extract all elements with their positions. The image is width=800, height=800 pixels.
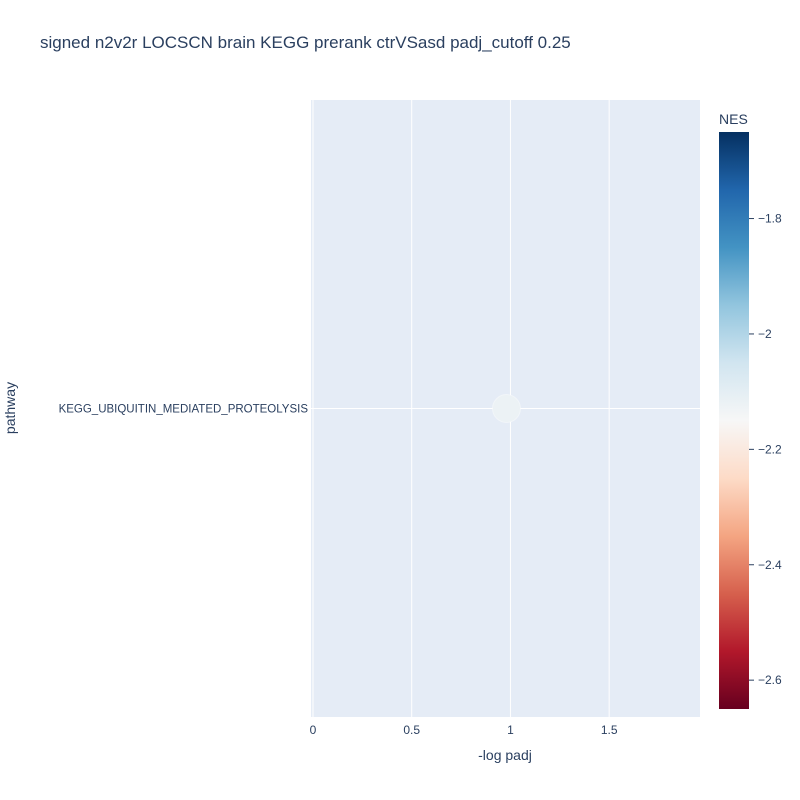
x-tick-label: 1.5 — [601, 723, 618, 737]
y-tick-labels: KEGG_UBIQUITIN_MEDIATED_PROTEOLYSIS — [59, 404, 309, 416]
colorbar: NES −1.8 −2 −2.2 −2.4 −2.6 — [719, 111, 782, 709]
chart-title: signed n2v2r LOCSCN brain KEGG prerank c… — [40, 33, 571, 52]
colorbar-tick-label: −2.6 — [758, 673, 782, 687]
colorbar-ticks: −1.8 −2 −2.2 −2.4 −2.6 — [749, 212, 782, 687]
colorbar-title: NES — [719, 111, 748, 127]
colorbar-tick-label: −1.8 — [758, 212, 782, 226]
y-axis-label: pathway — [2, 382, 18, 434]
x-tick-label: 1 — [507, 723, 514, 737]
colorbar-tick-label: −2.2 — [758, 442, 782, 456]
x-tick-label: 0 — [310, 723, 317, 737]
data-point[interactable] — [491, 394, 521, 423]
x-tick-labels: 0 0.5 1 1.5 — [310, 723, 618, 737]
x-tick-label: 0.5 — [403, 723, 420, 737]
colorbar-tick-label: −2.4 — [758, 558, 782, 572]
colorbar-gradient — [719, 132, 749, 709]
y-tick-label: KEGG_UBIQUITIN_MEDIATED_PROTEOLYSIS — [59, 404, 309, 416]
x-axis-label: -log padj — [478, 747, 532, 763]
colorbar-tick-label: −2 — [758, 327, 772, 341]
grid-lines — [311, 100, 700, 717]
data-points[interactable] — [491, 394, 521, 423]
